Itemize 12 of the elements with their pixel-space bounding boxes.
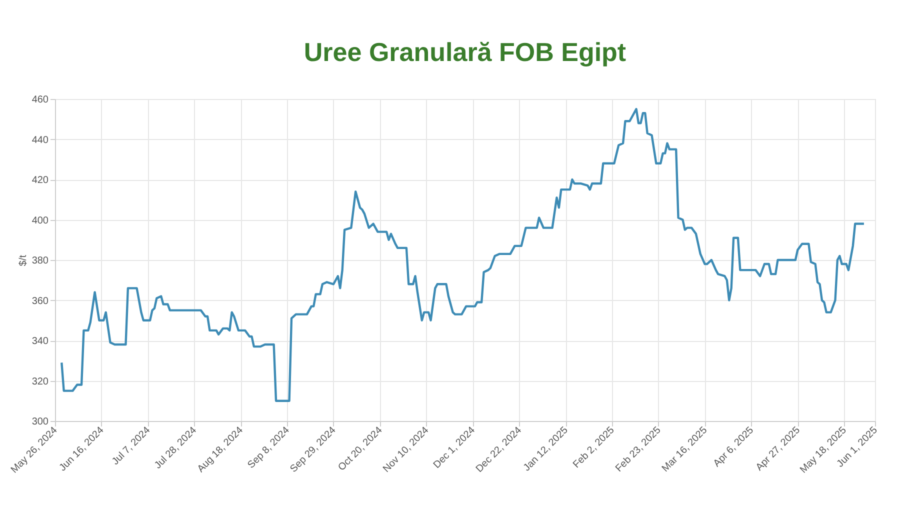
y-tick-label: 340	[32, 336, 49, 347]
y-tick-label: 460	[32, 94, 49, 106]
y-tick-label: 380	[32, 256, 49, 266]
y-axis-title: $/t	[18, 254, 29, 266]
y-tick-label: 300	[32, 416, 49, 428]
y-tick-label: 420	[32, 175, 49, 186]
y-tick-label: 400	[32, 215, 49, 226]
y-tick-label: 360	[32, 296, 49, 307]
chart-title: Uree Granulară FOB Egipt	[304, 37, 626, 67]
y-tick-label: 320	[32, 376, 49, 388]
line-series	[60, 108, 866, 402]
y-tick-label: 440	[32, 134, 49, 146]
